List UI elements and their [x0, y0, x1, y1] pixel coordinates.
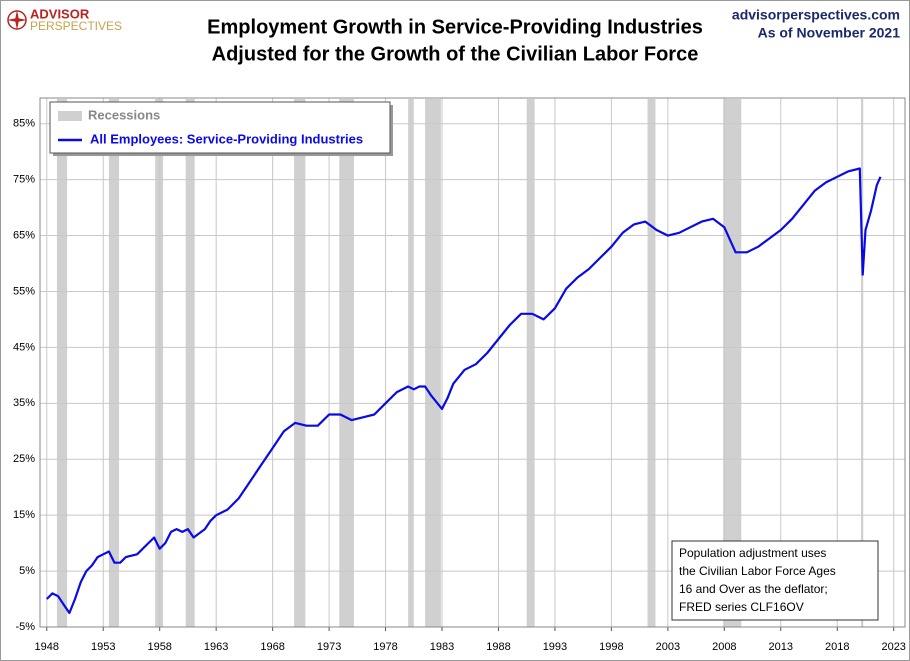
y-tick-label: -5% [15, 621, 35, 633]
x-tick-label: 1998 [599, 641, 623, 653]
recession-band [723, 99, 742, 627]
legend [49, 101, 391, 154]
note-text: Population adjustment uses [679, 546, 826, 560]
y-tick-label: 5% [19, 565, 35, 577]
x-tick-label: 2013 [769, 641, 793, 653]
x-tick-label: 2023 [881, 641, 905, 653]
logo-text: ADVISOR [30, 6, 90, 21]
recession-band [425, 99, 441, 627]
y-tick-label: 65% [13, 229, 35, 241]
recession-band [408, 99, 414, 627]
recession-band [339, 99, 354, 627]
logo-icon [7, 10, 27, 30]
x-tick-label: 1968 [260, 641, 284, 653]
note-text: 16 and Over as the deflator; [679, 582, 828, 596]
note-text: FRED series CLF16OV [679, 600, 804, 614]
x-tick-label: 1983 [430, 641, 454, 653]
note-text: the Civilian Labor Force Ages [679, 564, 836, 578]
x-tick-label: 1953 [91, 641, 115, 653]
recession-band [860, 99, 864, 627]
y-tick-label: 15% [13, 509, 35, 521]
y-tick-label: 85% [13, 118, 35, 130]
x-tick-label: 2008 [712, 641, 736, 653]
recession-band [647, 99, 656, 627]
y-tick-label: 45% [13, 341, 35, 353]
x-tick-label: 2003 [656, 641, 680, 653]
chart-title: Employment Growth in Service-Providing I… [207, 16, 703, 38]
x-tick-label: 1963 [204, 641, 228, 653]
recession-band [185, 99, 195, 627]
y-tick-label: 25% [13, 453, 35, 465]
date-note: As of November 2021 [758, 25, 901, 41]
x-tick-label: 1988 [486, 641, 510, 653]
x-tick-label: 1978 [373, 641, 397, 653]
x-tick-label: 1948 [35, 641, 59, 653]
x-tick-label: 1993 [543, 641, 567, 653]
y-tick-label: 55% [13, 285, 35, 297]
x-tick-label: 1973 [317, 641, 341, 653]
recession-band [526, 99, 535, 627]
legend-swatch [58, 111, 82, 121]
x-tick-label: 2018 [825, 641, 849, 653]
chart-subtitle: Adjusted for the Growth of the Civilian … [212, 43, 699, 65]
x-tick-label: 1958 [147, 641, 171, 653]
recession-band [155, 99, 164, 627]
plot-border [39, 97, 906, 628]
recession-band [56, 99, 68, 627]
logo: ADVISOR PERSPECTIVES [7, 6, 122, 33]
y-tick-label: 35% [13, 397, 35, 409]
legend-label: Recessions [88, 107, 160, 122]
series-line [46, 167, 882, 615]
logo-text: PERSPECTIVES [30, 19, 122, 33]
legend-label: All Employees: Service-Providing Industr… [90, 131, 363, 146]
recession-band [294, 99, 306, 627]
source: advisorperspectives.com [732, 7, 900, 23]
recession-band [108, 99, 120, 627]
note-box [671, 540, 879, 621]
y-tick-label: 75% [13, 174, 35, 186]
